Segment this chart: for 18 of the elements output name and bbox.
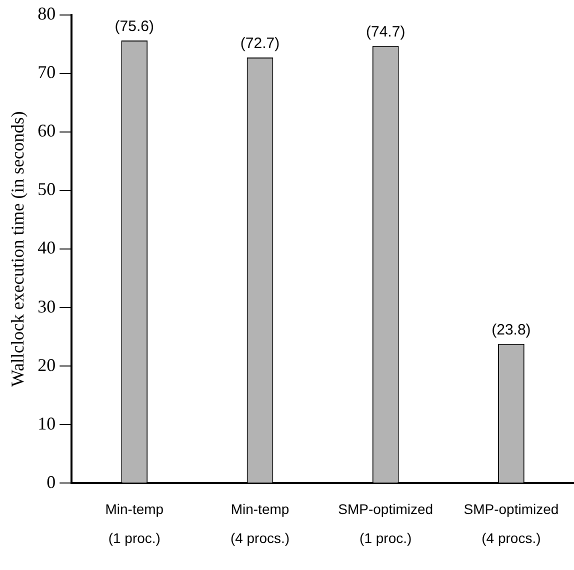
y-tick-label: 60 xyxy=(38,120,56,141)
x-tick-label: Min-temp (4 procs.) xyxy=(230,500,290,546)
x-tick-label: SMP-optimized (4 procs.) xyxy=(464,500,559,546)
y-tick-label: 50 xyxy=(38,179,56,200)
data-label: (23.8) xyxy=(492,321,531,338)
data-label: (75.6) xyxy=(114,18,154,36)
x-tick-label: Min-temp (1 proc.) xyxy=(105,500,164,546)
y-tick-label: 10 xyxy=(38,413,56,434)
y-tick-label: 20 xyxy=(38,354,56,375)
y-tick-label: 70 xyxy=(38,62,56,82)
y-tick-label: 30 xyxy=(38,296,56,316)
y-tick-label: 80 xyxy=(38,4,56,24)
data-label: (72.7) xyxy=(240,35,280,52)
y-tick-label: 40 xyxy=(38,238,56,258)
x-tick-label: SMP-optimized (1 proc.) xyxy=(338,500,434,546)
y-axis-title: Wallclock execution time (in seconds) xyxy=(8,111,28,387)
y-tick-label: 0 xyxy=(46,472,56,492)
data-label: (74.7) xyxy=(366,23,406,40)
